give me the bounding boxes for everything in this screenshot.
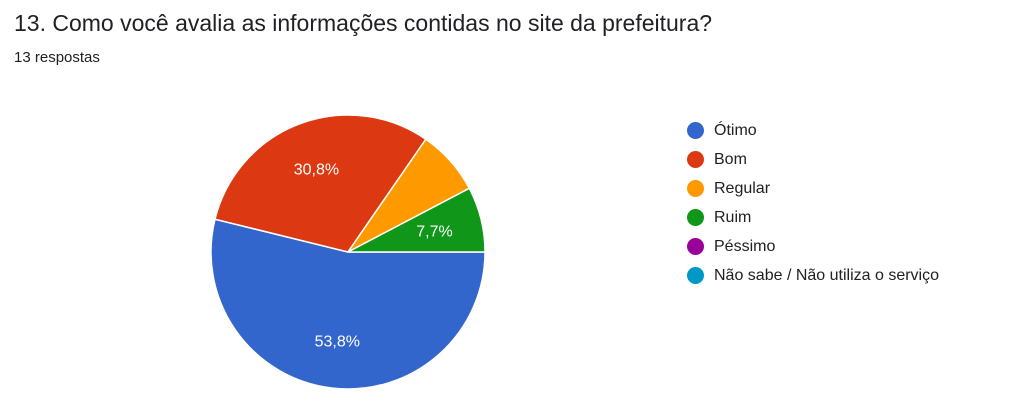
legend-item-1[interactable]: Bom bbox=[687, 145, 939, 174]
legend-label: Péssimo bbox=[714, 237, 776, 255]
slice-label-1: 30,8% bbox=[294, 162, 339, 179]
response-count: 13 respostas bbox=[14, 49, 100, 66]
legend-item-3[interactable]: Ruim bbox=[687, 203, 939, 232]
chart-legend: Ótimo Bom Regular Ruim Péssimo Não sabe / Não… bbox=[687, 116, 939, 290]
legend-label: Ótimo bbox=[714, 121, 757, 139]
legend-swatch bbox=[687, 122, 704, 139]
legend-swatch bbox=[687, 238, 704, 255]
legend-item-5[interactable]: Não sabe / Não utiliza o serviço bbox=[687, 261, 939, 290]
legend-label: Bom bbox=[714, 150, 747, 168]
legend-swatch bbox=[687, 267, 704, 284]
slice-label-3: 7,7% bbox=[416, 224, 452, 241]
slice-label-0: 53,8% bbox=[315, 333, 360, 350]
legend-item-0[interactable]: Ótimo bbox=[687, 116, 939, 145]
legend-label: Não sabe / Não utiliza o serviço bbox=[714, 266, 939, 284]
question-title: 13. Como você avalia as informações cont… bbox=[14, 10, 713, 36]
pie-slice-1[interactable] bbox=[214, 114, 427, 253]
legend-swatch bbox=[687, 209, 704, 226]
legend-swatch bbox=[687, 151, 704, 168]
legend-label: Ruim bbox=[714, 208, 752, 226]
legend-swatch bbox=[687, 180, 704, 197]
pie-slice-0[interactable] bbox=[210, 218, 486, 390]
legend-item-4[interactable]: Péssimo bbox=[687, 232, 939, 261]
legend-item-2[interactable]: Regular bbox=[687, 174, 939, 203]
pie-slice-3[interactable] bbox=[347, 187, 486, 253]
legend-label: Regular bbox=[714, 179, 771, 197]
